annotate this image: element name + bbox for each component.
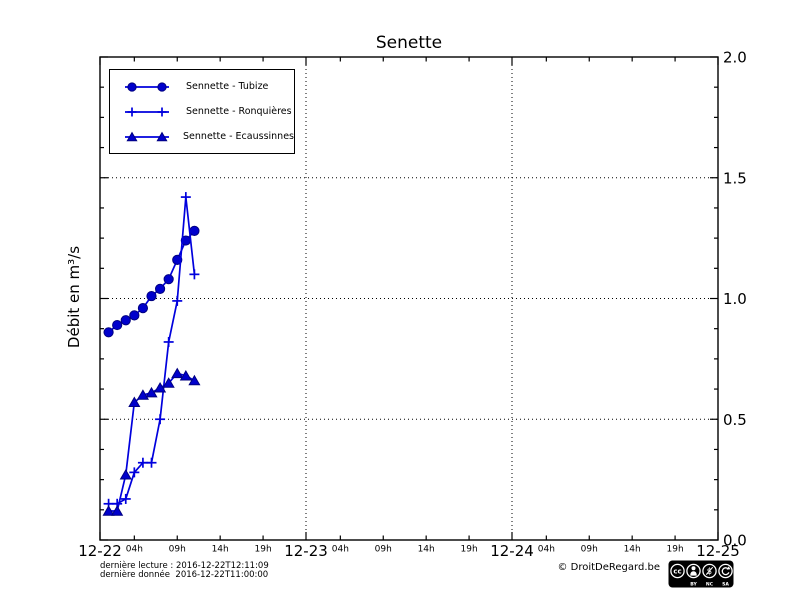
x-tick-label-hour: 14h — [624, 545, 641, 555]
x-tick-label-hour: 04h — [538, 545, 555, 555]
plus-marker-icon — [125, 107, 169, 116]
x-tick-label-day: 12-22 — [78, 542, 122, 560]
x-tick-label-day: 12-25 — [696, 542, 740, 560]
cc-icon: cc — [670, 563, 685, 579]
x-tick-label-hour: 09h — [581, 545, 598, 555]
legend-item-tubize: Sennette - Tubize — [110, 75, 294, 99]
svg-text:$: $ — [707, 567, 712, 577]
license-label-nc: NC — [706, 581, 714, 587]
legend-label: Sennette - Ecaussinnes — [183, 131, 294, 142]
copyright-text: © DroitDeRegard.be — [557, 562, 660, 573]
triangle-marker-icon — [125, 131, 169, 141]
x-tick-label-hour: 19h — [461, 545, 478, 555]
x-tick-label-hour: 09h — [375, 545, 392, 555]
svg-text:cc: cc — [673, 568, 681, 576]
footer-last-data: dernière donnée 2016-12-22T11:00:00 — [100, 570, 269, 580]
x-tick-label-day: 12-24 — [490, 542, 534, 560]
x-tick-label-day: 12-23 — [284, 542, 328, 560]
share-alike-icon — [718, 563, 733, 579]
x-tick-label-hour: 04h — [126, 545, 143, 555]
x-tick-label-hour: 19h — [667, 545, 684, 555]
series-ronquieres — [103, 192, 200, 509]
cc-license-badge[interactable]: cc $ BY NC SA — [668, 560, 734, 588]
legend-item-ecaussinnes: Sennette - Ecaussinnes — [110, 125, 294, 149]
license-label-sa: SA — [722, 581, 729, 587]
y-tick-label: 2.0 — [723, 49, 747, 67]
x-tick-label-hour: 14h — [212, 545, 229, 555]
y-axis-label: Débit en m³/s — [65, 245, 83, 349]
x-tick-label-hour: 09h — [169, 545, 186, 555]
y-axis: 0.0 0.5 1.0 1.5 2.0 — [100, 49, 747, 550]
y-tick-label: 1.5 — [723, 169, 747, 187]
y-tick-label: 1.0 — [723, 290, 747, 308]
y-tick-label: 0.0 — [723, 532, 747, 550]
license-label-by: BY — [690, 581, 697, 587]
circle-marker-icon — [125, 81, 169, 92]
legend-item-ronquieres: Sennette - Ronquières — [110, 100, 294, 124]
footer-last-read: dernière lecture : 2016-12-22T12:11:09 — [100, 561, 269, 571]
legend-label: Sennette - Tubize — [186, 81, 269, 92]
x-tick-label-hour: 04h — [332, 545, 349, 555]
person-icon — [686, 563, 701, 579]
y-tick-label: 0.5 — [723, 411, 747, 429]
x-tick-label-hour: 19h — [255, 545, 272, 555]
x-axis: 12-22 12-23 12-24 12-25 04h 09h 14h 19h 04h 09h 14… — [78, 57, 740, 560]
dollar-slash-icon: $ — [702, 563, 717, 579]
x-tick-label-hour: 14h — [418, 545, 435, 555]
legend-label: Sennette - Ronquières — [186, 106, 292, 117]
chart-title: Senette — [375, 33, 443, 53]
series-ecaussinnes — [102, 367, 201, 516]
gridlines — [100, 57, 718, 540]
legend: Sennette - Tubize Sennette - Ronquières Se… — [109, 69, 295, 154]
series-tubize — [103, 225, 200, 338]
